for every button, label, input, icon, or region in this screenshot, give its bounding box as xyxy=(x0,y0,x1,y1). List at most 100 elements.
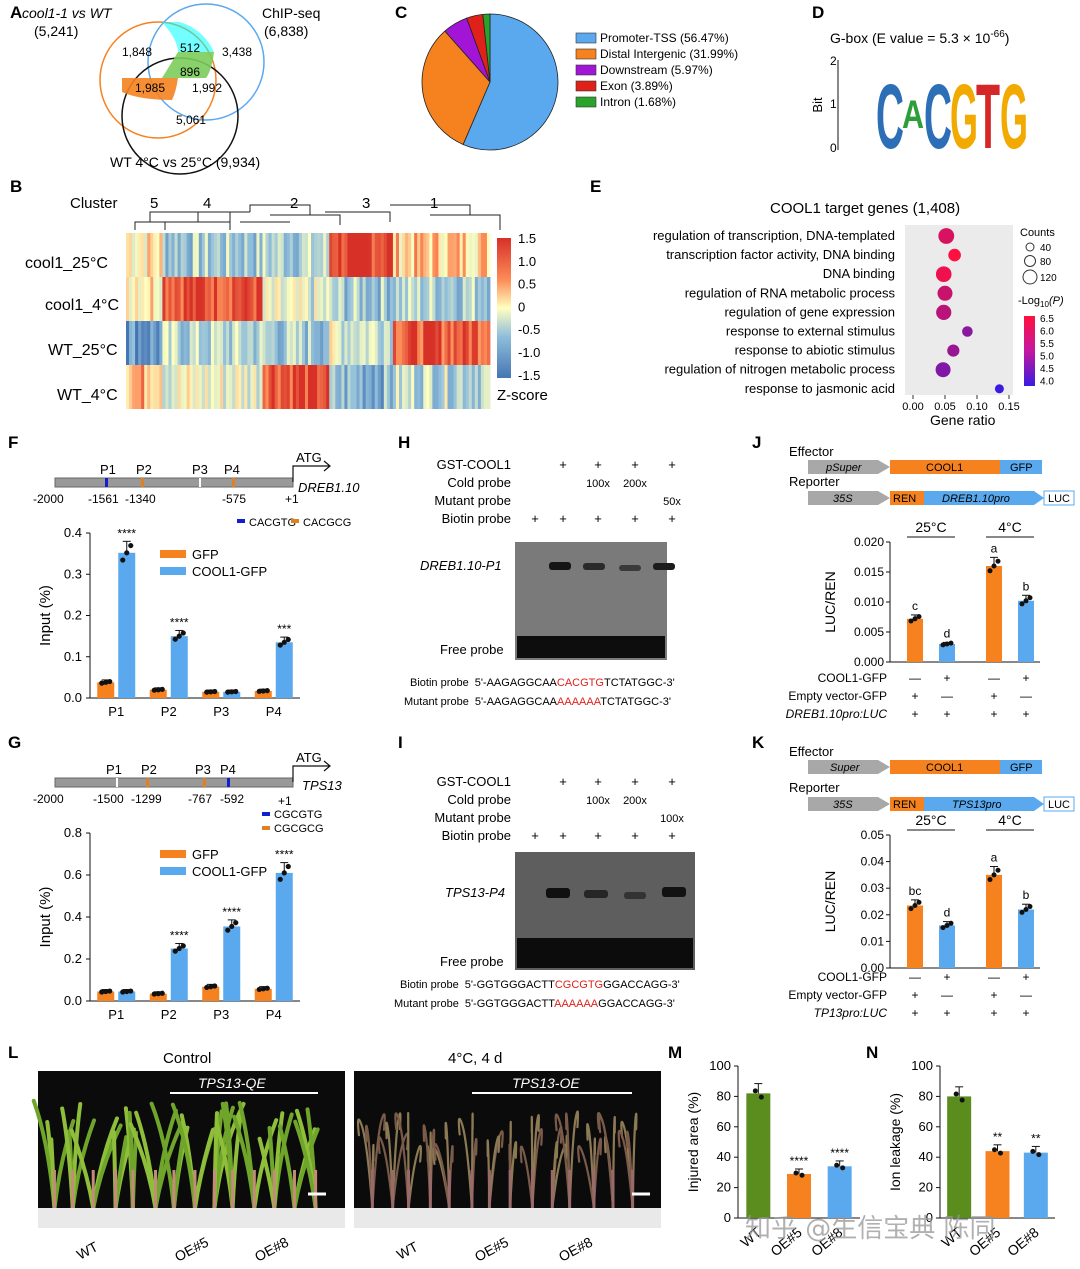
heat-cell xyxy=(141,233,145,277)
luc-row-label-1: Empty vector-GFP xyxy=(788,689,887,703)
pie-chart xyxy=(421,13,559,151)
heat-cell xyxy=(177,321,181,365)
heat-cell xyxy=(395,233,400,277)
heat-cell xyxy=(317,277,321,321)
heat-cell xyxy=(250,365,254,409)
heat-cell xyxy=(459,233,464,277)
leaf xyxy=(457,1117,474,1210)
promoter-bar-g xyxy=(54,777,294,788)
heat-cell xyxy=(156,365,160,409)
leaf xyxy=(568,1110,580,1210)
heat-cell xyxy=(232,233,236,277)
heat-cell xyxy=(292,233,297,277)
gel-h-band-label: DREB1.10-P1 xyxy=(420,558,502,573)
emsa-mark-3-1: + xyxy=(559,828,567,843)
emsa-mark-0-1: + xyxy=(559,457,567,472)
heat-cell xyxy=(198,321,203,365)
heat-cell xyxy=(456,365,461,409)
emsa-row-label-2: Mutant probe xyxy=(434,810,511,825)
heat-cell xyxy=(371,233,376,277)
seq-h-biotin: Biotin probe 5'-AAGAGGCAACACGTGTCTATGGC-3… xyxy=(410,677,675,689)
heat-cell xyxy=(174,365,178,409)
dot xyxy=(998,1150,1003,1156)
heat-cell xyxy=(274,233,279,277)
heat-cell xyxy=(277,233,282,277)
heat-cell xyxy=(326,277,330,321)
heat-cell xyxy=(405,277,409,321)
cool-k-label: COOL1 xyxy=(926,762,963,774)
heat-cell xyxy=(341,233,345,277)
heat-cell xyxy=(420,365,424,409)
heat-cell xyxy=(338,321,342,365)
ytick-2: 40 xyxy=(717,1149,731,1164)
heat-cell xyxy=(438,277,442,321)
heat-cell xyxy=(450,365,454,409)
heat-cell xyxy=(311,365,315,409)
heat-cell xyxy=(259,277,263,321)
luc-bar-0 xyxy=(907,905,923,968)
luc-sign-2-3: + xyxy=(1022,1006,1029,1020)
heat-cell xyxy=(338,277,342,321)
heat-cell xyxy=(189,321,194,365)
pie-legend-label-1: Promoter-TSS (56.47%) xyxy=(600,31,729,45)
zscore-tick-3: 0 xyxy=(518,299,525,314)
venn-region-2: 512 xyxy=(180,41,200,55)
go-term-9: response to jasmonic acid xyxy=(745,381,895,396)
heat-cell xyxy=(392,321,397,365)
go-term-1: regulation of transcription, DNA-templat… xyxy=(653,228,895,243)
luc-letter-0: bc xyxy=(909,884,922,898)
label-g-p4: P4 xyxy=(220,762,236,777)
heat-cell xyxy=(253,321,257,365)
heat-cell xyxy=(423,233,427,277)
xtick-P1: P1 xyxy=(108,1007,124,1022)
panel-l-label: L xyxy=(8,1043,18,1062)
heat-cell xyxy=(462,277,467,321)
heat-cell xyxy=(435,365,439,409)
heat-cell xyxy=(238,321,242,365)
heat-cell xyxy=(468,365,473,409)
heat-cell xyxy=(153,277,157,321)
dot xyxy=(995,558,1001,564)
heat-cell xyxy=(229,233,233,277)
emsa-row-label-0: GST-COOL1 xyxy=(437,457,511,472)
go-bubble-plot: regulation of transcription, DNA-templat… xyxy=(653,228,1020,413)
stars-P3: **** xyxy=(222,905,241,919)
dot xyxy=(959,1097,965,1103)
dot xyxy=(103,988,109,995)
heat-cell xyxy=(207,365,212,409)
luc-letter-3: b xyxy=(1023,579,1030,593)
heat-cell xyxy=(462,321,467,365)
heat-cell xyxy=(156,233,160,277)
luc-sign-1-1: — xyxy=(941,988,953,1002)
heat-cell xyxy=(350,277,354,321)
dot xyxy=(264,688,270,694)
go-term-6: response to external stimulus xyxy=(726,324,896,339)
atg-f: ATG xyxy=(296,450,322,465)
luc-sign-0-2: — xyxy=(988,671,1000,685)
heat-cell xyxy=(217,277,221,321)
heat-cell xyxy=(311,233,315,277)
label-f-p4: P4 xyxy=(224,462,240,477)
heat-cell xyxy=(320,365,324,409)
legend-cool1-swatch xyxy=(160,867,186,875)
photo-oe8-2: OE#8 xyxy=(556,1234,595,1265)
heat-cell xyxy=(420,321,424,365)
label-g-p1: P1 xyxy=(106,762,122,777)
heat-cell xyxy=(444,365,448,409)
heat-cell xyxy=(244,233,248,277)
luc-bar-1 xyxy=(939,925,955,968)
go-bubble-3 xyxy=(935,266,952,283)
heat-cell xyxy=(417,365,421,409)
heat-cell xyxy=(277,277,282,321)
motif-logo: C A C G T G xyxy=(876,66,1028,168)
dot xyxy=(180,943,186,949)
heat-cell xyxy=(377,233,382,277)
gel-h-free-label: Free probe xyxy=(440,642,504,657)
cool-k xyxy=(890,760,1000,774)
ytick-4: 80 xyxy=(919,1088,933,1103)
dot xyxy=(159,686,165,692)
heat-cell xyxy=(138,277,142,321)
heat-cell xyxy=(456,277,461,321)
dot xyxy=(260,688,266,694)
heat-cell xyxy=(177,277,181,321)
